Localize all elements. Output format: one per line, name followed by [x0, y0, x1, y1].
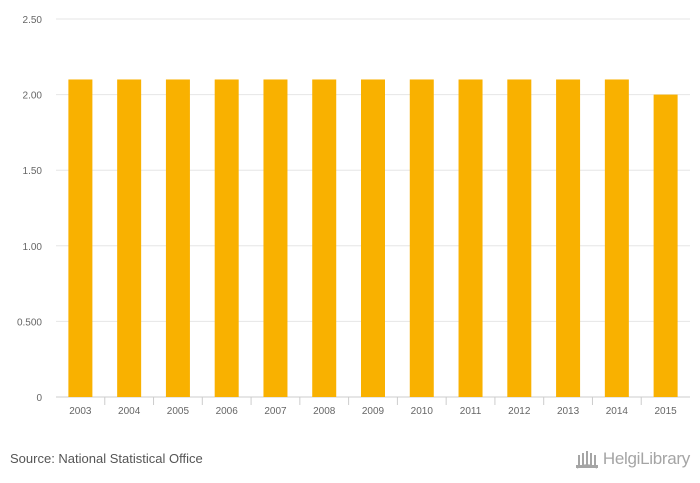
x-tick-label: 2007 — [264, 406, 287, 417]
bar — [604, 79, 629, 397]
x-tick-label: 2005 — [167, 406, 190, 417]
brand-logo[interactable]: HelgiLibrary — [574, 447, 690, 471]
y-tick-label: 0.500 — [17, 317, 42, 328]
y-tick-label: 0 — [36, 393, 42, 404]
x-tick-label: 2015 — [654, 406, 677, 417]
y-tick-label: 2.00 — [23, 91, 43, 102]
x-tick-label: 2006 — [216, 406, 239, 417]
x-tick-label: 2008 — [313, 406, 336, 417]
source-note: Source: National Statistical Office — [10, 451, 203, 466]
y-tick-label: 1.50 — [23, 166, 43, 177]
x-tick-label: 2013 — [557, 406, 580, 417]
footer: Source: National Statistical Office Helg… — [0, 440, 700, 483]
brand-name: HelgiLibrary — [602, 449, 690, 468]
bar — [68, 79, 93, 397]
bar-chart: 0 0.500 1.00 1.50 2.00 2.50 2003 2004 2005 2006 20… — [17, 15, 690, 417]
bar — [117, 79, 142, 397]
x-tick-label: 2012 — [508, 406, 531, 417]
chart: 0 0.500 1.00 1.50 2.00 2.50 2003 2004 2005 2006 20… — [17, 15, 690, 417]
x-tick-label: 2003 — [69, 406, 92, 417]
bar — [458, 79, 483, 397]
bar — [409, 79, 434, 397]
library-building-icon — [575, 451, 598, 469]
x-tick-label: 2009 — [362, 406, 385, 417]
bar — [165, 79, 190, 397]
x-tick-label: 2011 — [460, 406, 482, 417]
bar — [312, 79, 337, 397]
y-tick-label: 1.00 — [23, 242, 43, 253]
y-tick-label: 2.50 — [23, 15, 43, 26]
bar — [214, 79, 239, 397]
bar — [653, 94, 678, 397]
x-tick-label: 2010 — [411, 406, 434, 417]
x-tick-label: 2004 — [118, 406, 141, 417]
bar — [556, 79, 581, 397]
bar — [507, 79, 532, 397]
bar — [263, 79, 288, 397]
bar — [361, 79, 385, 397]
x-tick-label: 2014 — [606, 406, 629, 417]
